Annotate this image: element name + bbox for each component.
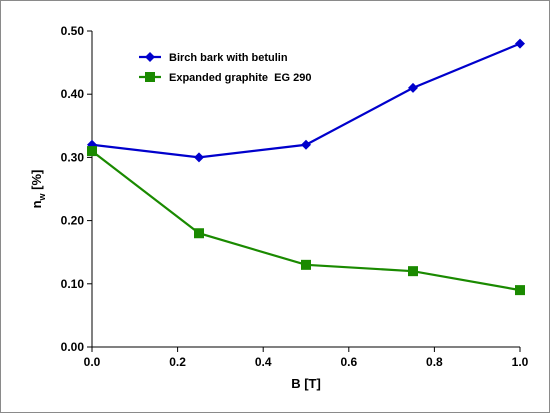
data-point (194, 228, 204, 239)
legend-marker (145, 72, 155, 82)
y-tick-label: 0.30 (61, 150, 85, 164)
y-axis-title-main: n (29, 200, 44, 208)
data-point (408, 266, 418, 277)
y-tick-label: 0.10 (61, 277, 85, 291)
legend-marker (145, 52, 155, 62)
y-tick-label: 0.20 (61, 214, 85, 228)
x-tick-label: 0.6 (340, 355, 357, 369)
x-tick-label: 0.0 (84, 355, 101, 369)
x-tick-label: 0.8 (426, 355, 443, 369)
legend-item: Birch bark with betulin (139, 52, 288, 64)
y-axis-title-subscript: w (37, 192, 47, 201)
x-tick-label: 0.2 (169, 355, 186, 369)
y-tick-label: 0.00 (61, 340, 85, 354)
data-point (408, 82, 418, 93)
y-axis-title-unit: [%] (29, 170, 44, 194)
data-point (515, 38, 525, 49)
x-axis-ticks: 0.0 0.2 0.4 0.6 0.8 1.0 (84, 347, 529, 369)
data-point (301, 139, 311, 150)
x-axis-title: B [T] (291, 376, 321, 391)
legend: Birch bark with betulin Expanded graphite… (139, 52, 311, 84)
data-point (194, 152, 204, 163)
y-axis-title: nw [%] (29, 170, 47, 209)
legend-label: Birch bark with betulin (169, 52, 288, 64)
data-point (515, 285, 525, 296)
legend-item: Expanded graphite EG 290 (139, 72, 311, 84)
series-2 (87, 146, 525, 296)
data-point (301, 259, 311, 270)
y-tick-label: 0.50 (61, 24, 85, 38)
y-tick-label: 0.40 (61, 87, 85, 101)
y-axis-ticks: 0.00 0.10 0.20 0.30 0.40 0.50 (61, 24, 92, 354)
data-point (87, 146, 97, 157)
legend-label: Expanded graphite EG 290 (169, 72, 311, 84)
x-tick-label: 1.0 (512, 355, 529, 369)
x-tick-label: 0.4 (255, 355, 272, 369)
series-layer (87, 38, 525, 296)
